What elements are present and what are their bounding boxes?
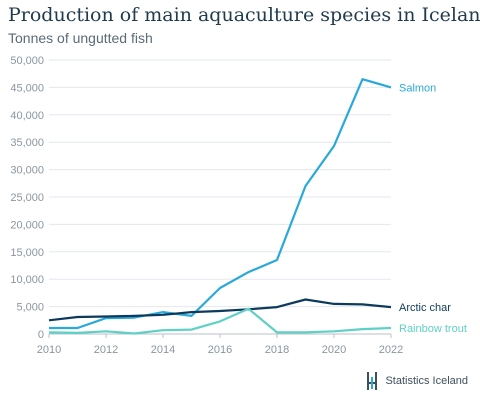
y-tick-label: 30,000 <box>10 165 44 177</box>
chart-subtitle: Tonnes of ungutted fish <box>8 30 153 46</box>
y-tick-label: 10,000 <box>10 274 44 286</box>
series-label-rainbow-trout: Rainbow trout <box>399 323 467 335</box>
series-label-salmon: Salmon <box>399 82 436 94</box>
y-tick-label: 15,000 <box>10 247 44 259</box>
x-tick-label: 2016 <box>208 344 232 356</box>
source-footer: Statistics Iceland <box>365 371 468 391</box>
y-tick-label: 45,000 <box>10 82 44 94</box>
x-tick-label: 2010 <box>37 344 61 356</box>
source-label: Statistics Iceland <box>385 375 468 387</box>
chart-title: Production of main aquaculture species i… <box>8 4 480 26</box>
y-tick-label: 5,000 <box>16 302 44 314</box>
series-lines <box>48 78 392 335</box>
y-axis: 0 5,000 10,000 15,000 20,000 25,000 30,000 35,0… <box>10 55 44 341</box>
x-axis: 2010 2012 2014 2016 2018 2020 2022 <box>37 334 403 356</box>
series-line-rainbow-trout <box>48 307 392 335</box>
y-tick-label: 25,000 <box>10 192 44 204</box>
series-labels: Salmon Arctic char Rainbow trout <box>399 82 467 335</box>
statistics-iceland-logo-icon <box>367 372 378 390</box>
y-tick-label: 20,000 <box>10 219 44 231</box>
y-tick-label: 35,000 <box>10 137 44 149</box>
series-label-arctic-char: Arctic char <box>399 302 451 314</box>
grid-lines <box>49 59 391 335</box>
x-tick-label: 2012 <box>94 344 118 356</box>
series-line-arctic-char <box>48 298 392 322</box>
y-tick-label: 50,000 <box>10 55 44 67</box>
x-tick-label: 2018 <box>265 344 289 356</box>
series-line-salmon <box>49 78 392 330</box>
x-tick-label: 2014 <box>151 344 175 356</box>
y-tick-label: 0 <box>38 329 44 341</box>
x-tick-label: 2020 <box>322 344 346 356</box>
x-tick-label: 2022 <box>379 344 403 356</box>
y-tick-label: 40,000 <box>10 110 44 122</box>
